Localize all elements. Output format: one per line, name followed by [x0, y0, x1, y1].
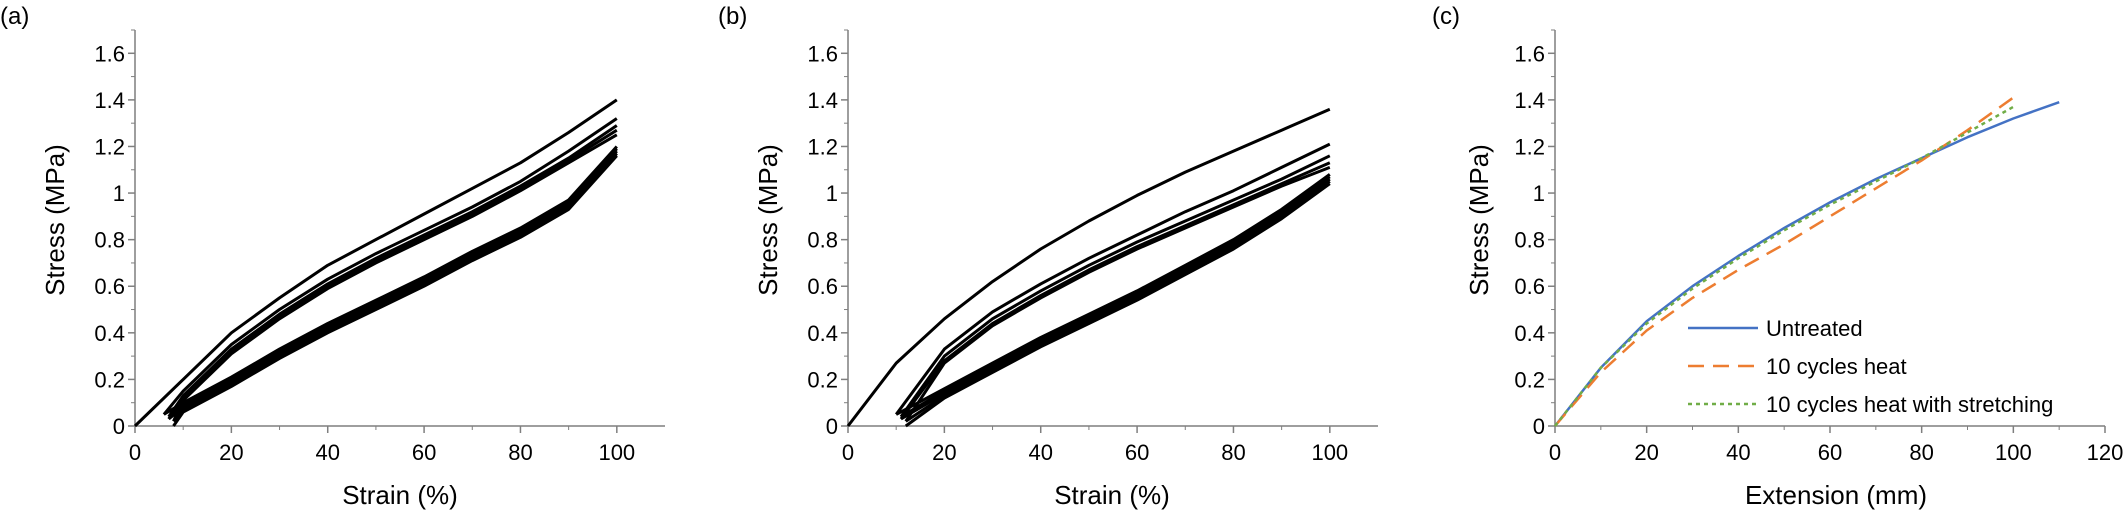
x-axis-label: Strain (%) — [342, 480, 458, 510]
x-tick-label: 60 — [1125, 440, 1149, 465]
series-line-7 — [167, 128, 618, 420]
legend-entry-label: 10 cycles heat with stretching — [1766, 392, 2053, 417]
panel-label: (c) — [1432, 3, 1460, 30]
x-tick-label: 100 — [1311, 440, 1348, 465]
x-tick-label: 80 — [1909, 440, 1933, 465]
series-line-2 — [163, 145, 618, 416]
series-line-2 — [895, 173, 1331, 416]
series-line-4 — [167, 147, 618, 418]
series-line-7 — [899, 161, 1331, 420]
chart-panel-b: (b) 0 20 40 60 80 10000.20.40.60.811.21.41.6 … — [718, 3, 1378, 510]
series-line-1 — [846, 107, 1331, 427]
series-line-8 — [904, 180, 1331, 423]
series-line-10 — [172, 154, 618, 427]
y-tick-label: 0.2 — [1514, 367, 1545, 392]
y-tick-label: 1.6 — [94, 41, 125, 66]
y-tick-label: 1.6 — [807, 41, 838, 66]
x-tick-label: 20 — [932, 440, 956, 465]
y-tick-label: 1.6 — [1514, 41, 1545, 66]
y-tick-label: 1 — [113, 181, 125, 206]
series-line-2 — [1554, 96, 2015, 427]
y-axis-label: Stress (MPa) — [1464, 144, 1494, 296]
y-tick-label: 0.4 — [1514, 321, 1545, 346]
x-axis-label: Strain (%) — [1054, 480, 1170, 510]
x-tick-label: 100 — [598, 440, 635, 465]
y-axis-label: Stress (MPa) — [753, 144, 783, 296]
y-tick-label: 0.6 — [1514, 274, 1545, 299]
x-tick-label: 80 — [1221, 440, 1245, 465]
x-axis-label: Extension (mm) — [1745, 480, 1927, 510]
x-tick-label: 0 — [842, 440, 854, 465]
series-line-6 — [900, 177, 1331, 421]
y-tick-label: 0.8 — [94, 228, 125, 253]
legend-entry-label: 10 cycles heat — [1766, 354, 1907, 379]
y-tick-label: 1.2 — [94, 134, 125, 159]
y-tick-label: 1.4 — [807, 88, 838, 113]
legend-entry-label: Untreated — [1766, 316, 1863, 341]
y-tick-label: 1 — [826, 181, 838, 206]
series-line-3 — [1554, 105, 2014, 427]
x-tick-label: 0 — [1549, 440, 1561, 465]
y-tick-label: 0.8 — [807, 228, 838, 253]
x-tick-label: 20 — [219, 440, 243, 465]
x-tick-label: 80 — [508, 440, 532, 465]
y-tick-label: 0 — [1533, 414, 1545, 439]
x-tick-label: 20 — [1634, 440, 1658, 465]
x-tick-label: 100 — [1995, 440, 2032, 465]
series-line-9 — [904, 166, 1331, 423]
x-tick-label: 60 — [1818, 440, 1842, 465]
x-tick-label: 60 — [412, 440, 436, 465]
series-line-3 — [894, 142, 1331, 416]
series-line-3 — [162, 117, 618, 416]
series-line-6 — [167, 150, 618, 421]
y-tick-label: 1.2 — [807, 134, 838, 159]
y-tick-label: 1 — [1533, 181, 1545, 206]
y-tick-label: 1.2 — [1514, 134, 1545, 159]
y-tick-label: 1.4 — [1514, 88, 1545, 113]
x-tick-label: 40 — [1028, 440, 1052, 465]
series-line-10 — [904, 182, 1331, 428]
series-line-8 — [172, 152, 618, 423]
x-tick-label: 0 — [129, 440, 141, 465]
y-tick-label: 1.4 — [94, 88, 125, 113]
y-tick-label: 0.2 — [94, 367, 125, 392]
y-tick-label: 0.8 — [1514, 228, 1545, 253]
y-tick-label: 0.4 — [94, 321, 125, 346]
panel-label: (b) — [718, 3, 747, 30]
y-axis-label: Stress (MPa) — [40, 144, 70, 296]
chart-panel-c: (c) 0 20 40 60 80 100 120 0 0.2 0.4 0.6 0.8 1 1.2 1.4 1… — [1432, 3, 2123, 510]
x-tick-label: 120 — [2087, 440, 2124, 465]
y-tick-label: 0 — [826, 414, 838, 439]
chart-panel-a: (a) 0 20 40 60 80 10000.20.40.60.811.21.41.6 … — [0, 3, 665, 510]
series-line-5 — [899, 154, 1331, 418]
y-tick-label: 0.6 — [94, 274, 125, 299]
series-line-1 — [133, 98, 618, 428]
x-tick-label: 40 — [1726, 440, 1750, 465]
legend: Untreated 10 cycles heat 10 cycles heat wi… — [1688, 316, 2053, 417]
series-line-5 — [167, 124, 618, 418]
y-tick-label: 0 — [113, 414, 125, 439]
series-line-1 — [1554, 101, 2060, 427]
panel-label: (a) — [0, 3, 29, 30]
x-tick-label: 40 — [315, 440, 339, 465]
y-tick-label: 0.2 — [807, 367, 838, 392]
y-tick-label: 0.4 — [807, 321, 838, 346]
y-tick-label: 0.6 — [807, 274, 838, 299]
series-line-4 — [900, 175, 1331, 418]
series-line-9 — [172, 133, 618, 422]
